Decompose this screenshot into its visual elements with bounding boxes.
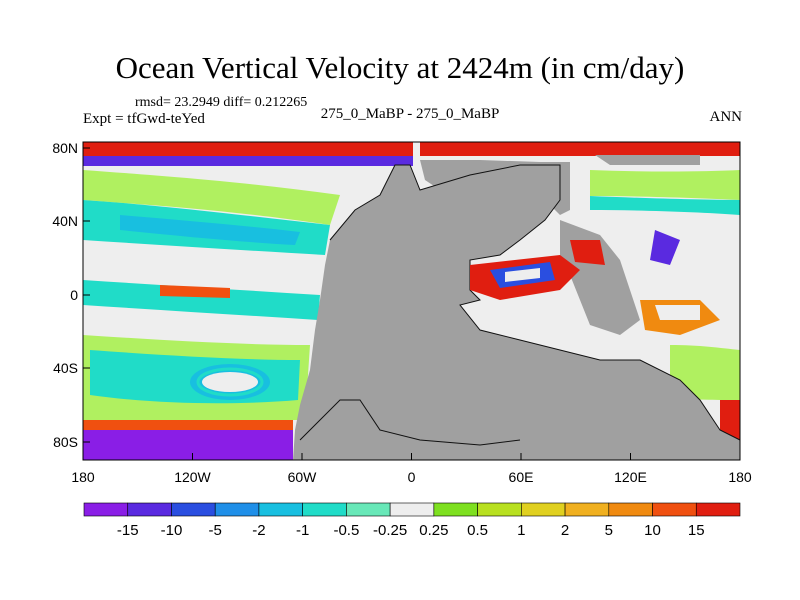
colorbar-swatch [433, 502, 478, 517]
indian-patch-white [505, 268, 540, 282]
colorbar-label: 15 [688, 522, 705, 539]
colorbar-label: -1 [296, 522, 309, 539]
map-title: Ocean Vertical Velocity at 2424m (in cm/… [115, 50, 685, 85]
lon-tick-label: 60W [288, 469, 318, 485]
colorbar-label: -0.5 [333, 522, 359, 539]
colorbar-label: 1 [517, 522, 525, 539]
lat-tick-label: 40S [53, 360, 78, 376]
colorbar-label: -0.25 [373, 522, 407, 539]
pacific-equatorial-red [160, 285, 230, 298]
colorbar-swatch [214, 502, 260, 517]
colorbar-label: -10 [161, 522, 183, 539]
lat-tick-label: 0 [70, 287, 78, 303]
coastline-antarctica [299, 399, 521, 446]
lon-tick-label: 60E [509, 469, 534, 485]
land-mass-main [293, 165, 740, 460]
land-arctic-east [595, 155, 700, 165]
stats-label: rmsd= 23.2949 diff= 0.212265 [135, 95, 308, 110]
colorbar-swatch [652, 502, 697, 517]
lat-tick-label: 40N [52, 213, 78, 229]
lat-axis: 80N 40N 0 40S 80S [52, 140, 90, 450]
lon-axis: 180 120W 60W 0 60E 120E 180 [71, 453, 752, 485]
east-south-green [670, 345, 740, 400]
colorbar-swatch [127, 502, 172, 517]
east-coast-red [570, 240, 605, 265]
colorbar-label: 5 [605, 522, 613, 539]
comparison-label: 275_0_MaBP - 275_0_MaBP [320, 106, 500, 122]
map-plot [82, 141, 741, 461]
lon-tick-label: 0 [408, 469, 416, 485]
pacific-band-equatorial [83, 280, 320, 320]
east-equatorial-white [655, 305, 700, 320]
east-band-green [590, 170, 740, 200]
pacific-band-cyan [120, 215, 300, 245]
land-mass-north [420, 160, 570, 215]
colorbar-swatch [346, 502, 391, 517]
colorbar-label: -5 [209, 522, 222, 539]
colorbar-label: 2 [561, 522, 569, 539]
lon-tick-label: 120W [174, 469, 211, 485]
colorbar-swatch [389, 502, 435, 517]
south-rim-west [83, 430, 293, 460]
pacific-band-green-north [83, 170, 340, 225]
colorbar-swatch [695, 502, 741, 517]
colorbar-swatch [258, 502, 303, 517]
colorbar-label: 10 [644, 522, 661, 539]
north-rim-west-2 [83, 156, 413, 166]
north-rim-west [83, 142, 413, 156]
colorbar-swatch [564, 502, 610, 517]
colorbar-swatch [302, 502, 347, 517]
colorbar-swatch [477, 502, 522, 517]
season-label: ANN [709, 109, 743, 125]
south-rim-west-2 [83, 420, 293, 430]
pacific-south-eddy-ring [196, 367, 264, 397]
colorbar-swatch [521, 502, 566, 517]
colorbar-label: -2 [252, 522, 265, 539]
colorbar-label: -15 [117, 522, 139, 539]
east-band-teal [590, 196, 740, 215]
colorbar-swatch [608, 502, 653, 517]
lat-tick-label: 80N [52, 140, 78, 156]
colorbar: -15 -10 -5 -2 -1 -0.5 -0.25 0.25 0.5 1 2 5 10 15 [83, 502, 741, 539]
lon-tick-label: 120E [614, 469, 647, 485]
colorbar-label: 0.25 [419, 522, 448, 539]
lat-tick-label: 80S [53, 434, 78, 450]
colorbar-swatch [83, 502, 129, 517]
colorbar-label: 0.5 [467, 522, 488, 539]
lon-tick-label: 180 [728, 469, 752, 485]
north-rim-east [420, 142, 740, 156]
colorbar-swatch [171, 502, 216, 517]
experiment-label: Expt = tfGwd-teYed [83, 111, 205, 127]
coastline-outline [329, 164, 741, 441]
east-coast-purple [650, 230, 680, 265]
pacific-south-eddy-core [202, 372, 258, 392]
lon-tick-label: 180 [71, 469, 95, 485]
